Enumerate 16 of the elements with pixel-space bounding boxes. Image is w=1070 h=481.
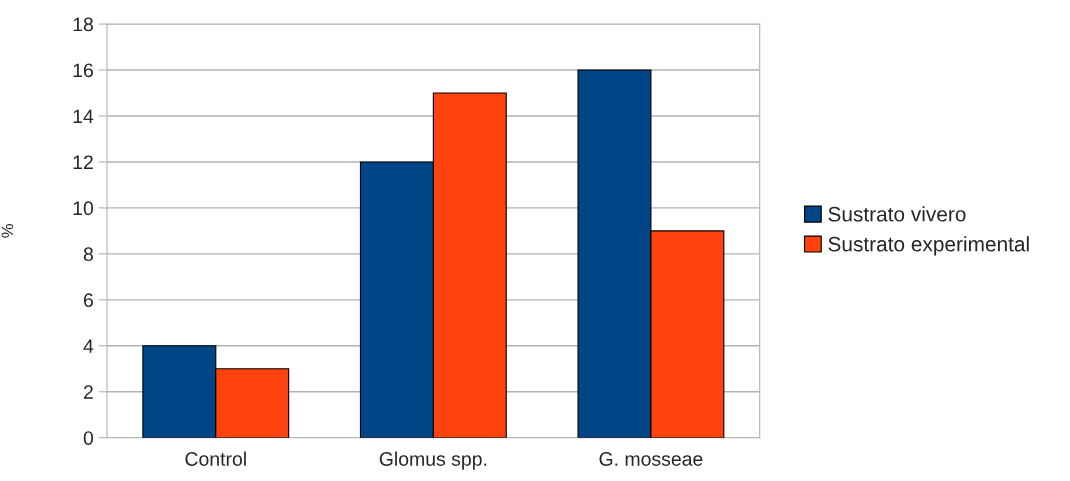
y-tick-label: 0: [83, 431, 94, 445]
legend-label: Sustrato vivero: [828, 206, 966, 222]
y-axis-title: %: [1, 224, 14, 238]
y-tick-label: 4: [83, 339, 94, 353]
y-tick-label: 10: [73, 201, 94, 216]
x-tick-label: Glomus spp.: [379, 451, 487, 470]
y-tick-label: 8: [83, 247, 93, 262]
y-tick-label: 12: [73, 155, 93, 169]
y-tick-label: 14: [73, 109, 94, 124]
y-tick-label: 6: [83, 293, 93, 308]
x-tick-label: Control: [185, 451, 246, 466]
y-tick-label: 2: [83, 385, 93, 399]
y-tick-label: 18: [73, 17, 93, 32]
x-tick-label: G. mosseae: [599, 452, 703, 466]
legend-label: Sustrato experimental: [828, 236, 1029, 256]
y-tick-label: 16: [73, 63, 93, 78]
